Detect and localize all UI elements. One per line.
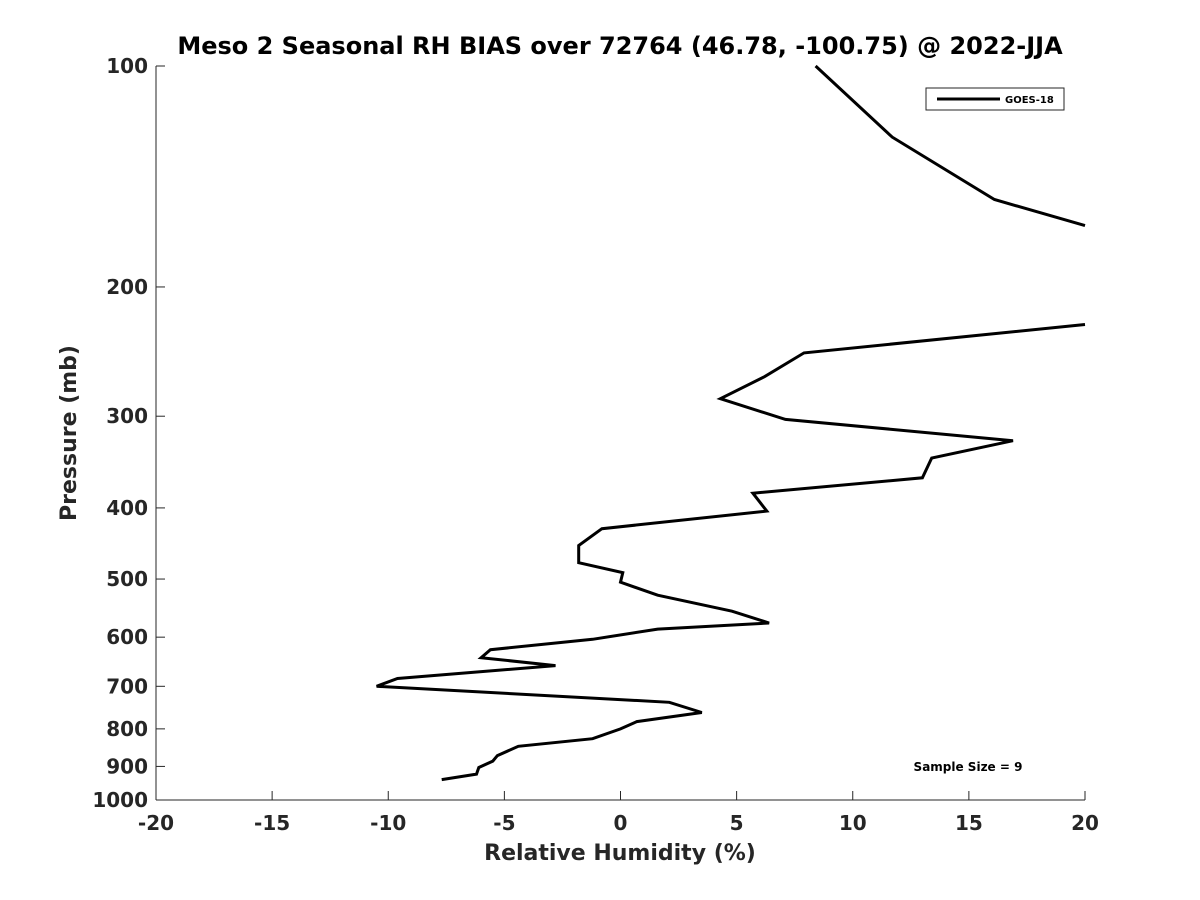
x-axis-label: Relative Humidity (%) bbox=[484, 841, 756, 866]
y-tick-label: 300 bbox=[106, 404, 148, 428]
y-tick-label: 200 bbox=[106, 275, 148, 299]
x-tick-label: 0 bbox=[614, 811, 628, 835]
y-tick-label: 900 bbox=[106, 754, 148, 778]
legend-label: GOES-18 bbox=[1005, 95, 1054, 106]
x-tick-label: -10 bbox=[370, 811, 406, 835]
y-tick-label: 400 bbox=[106, 496, 148, 520]
y-ticks: 100 200 300 400 500 600 700 800 900 1000 bbox=[92, 54, 165, 812]
legend: GOES-18 bbox=[925, 87, 1065, 111]
y-tick-label: 500 bbox=[106, 567, 148, 591]
y-axis-label: Pressure (mb) bbox=[57, 345, 82, 521]
x-tick-label: -15 bbox=[254, 811, 290, 835]
x-tick-label: 15 bbox=[955, 811, 983, 835]
x-ticks: -20 -15 -10 -5 0 5 10 15 20 bbox=[138, 791, 1099, 835]
x-tick-label: -5 bbox=[493, 811, 515, 835]
x-tick-label: 5 bbox=[730, 811, 744, 835]
y-tick-label: 700 bbox=[106, 674, 148, 698]
series-line-goes-18-segment-1 bbox=[376, 323, 1086, 782]
series-layer bbox=[376, 64, 1086, 782]
chart-title: Meso 2 Seasonal RH BIAS over 72764 (46.7… bbox=[177, 32, 1063, 60]
y-tick-label: 600 bbox=[106, 625, 148, 649]
x-tick-label: -20 bbox=[138, 811, 174, 835]
x-tick-label: 10 bbox=[839, 811, 867, 835]
x-tick-label: 20 bbox=[1071, 811, 1099, 835]
sample-size-annotation: Sample Size = 9 bbox=[914, 760, 1023, 774]
y-tick-label: 800 bbox=[106, 717, 148, 741]
y-tick-label: 1000 bbox=[92, 788, 148, 812]
series-line-goes-18-segment-0 bbox=[814, 64, 1086, 228]
y-tick-label: 100 bbox=[106, 54, 148, 78]
